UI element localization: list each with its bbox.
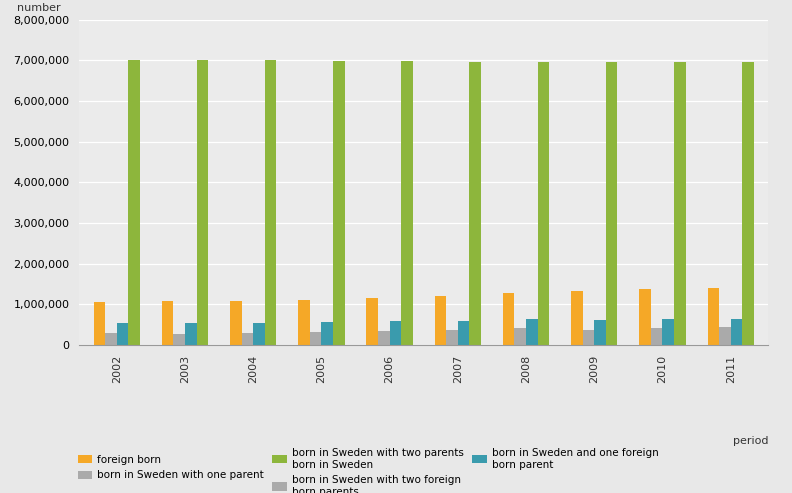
Bar xyxy=(105,333,116,345)
Bar xyxy=(435,296,446,345)
Bar xyxy=(674,62,686,345)
Bar xyxy=(242,333,253,345)
Bar xyxy=(571,291,583,345)
Bar xyxy=(173,334,185,345)
Bar xyxy=(470,62,481,345)
Bar xyxy=(265,60,276,345)
Text: period: period xyxy=(733,436,768,446)
Bar xyxy=(367,298,378,345)
Text: number: number xyxy=(17,3,61,13)
Bar xyxy=(310,332,322,345)
Bar xyxy=(503,293,515,345)
Bar xyxy=(526,319,538,345)
Bar xyxy=(719,327,731,345)
Bar xyxy=(583,330,594,345)
Bar xyxy=(253,323,265,345)
Bar xyxy=(515,328,526,345)
Bar xyxy=(731,318,742,345)
Bar xyxy=(333,61,345,345)
Bar xyxy=(742,62,754,345)
Bar xyxy=(116,323,128,345)
Bar xyxy=(651,328,662,345)
Bar xyxy=(322,322,333,345)
Bar xyxy=(639,289,651,345)
Bar xyxy=(378,331,390,345)
Bar xyxy=(458,320,470,345)
Bar xyxy=(196,60,208,345)
Bar xyxy=(662,319,674,345)
Bar xyxy=(390,321,402,345)
Bar xyxy=(162,301,173,345)
Legend: foreign born, born in Sweden with one parent, born in Sweden with two parents
bo: foreign born, born in Sweden with one pa… xyxy=(78,448,659,493)
Bar xyxy=(538,62,549,345)
Bar xyxy=(128,60,140,345)
Bar xyxy=(299,300,310,345)
Bar xyxy=(185,323,196,345)
Bar xyxy=(402,61,413,345)
Bar xyxy=(446,330,458,345)
Bar xyxy=(93,302,105,345)
Bar xyxy=(594,320,606,345)
Bar xyxy=(707,288,719,345)
Bar xyxy=(606,62,618,345)
Bar xyxy=(230,301,242,345)
